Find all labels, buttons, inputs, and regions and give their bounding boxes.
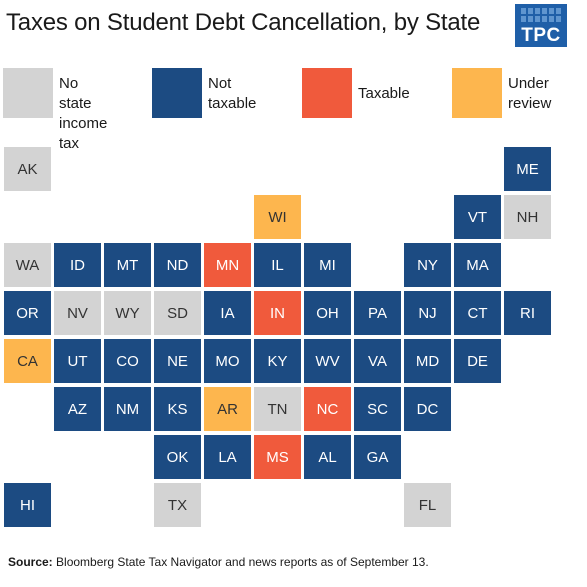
page-title: Taxes on Student Debt Cancellation, by S… (6, 9, 481, 36)
state-tile-tn: TN (254, 387, 301, 431)
state-tile-md: MD (404, 339, 451, 383)
state-tile-nh: NH (504, 195, 551, 239)
state-tile-de: DE (454, 339, 501, 383)
state-tile-pa: PA (354, 291, 401, 335)
legend-swatch (3, 68, 53, 118)
state-tile-mn: MN (204, 243, 251, 287)
legend-label: Not taxable (208, 75, 257, 112)
tpc-logo: TPC (515, 4, 567, 47)
state-tile-nj: NJ (404, 291, 451, 335)
legend-swatch (452, 68, 502, 118)
state-tile-me: ME (504, 147, 551, 191)
state-tile-wv: WV (304, 339, 351, 383)
state-tile-ok: OK (154, 435, 201, 479)
state-tile-va: VA (354, 339, 401, 383)
state-tile-nm: NM (104, 387, 151, 431)
source-text: Bloomberg State Tax Navigator and news r… (56, 555, 429, 569)
state-tile-ia: IA (204, 291, 251, 335)
source-note: Source: Bloomberg State Tax Navigator an… (8, 555, 429, 569)
state-tile-ky: KY (254, 339, 301, 383)
state-tile-ks: KS (154, 387, 201, 431)
state-tile-ma: MA (454, 243, 501, 287)
state-tile-la: LA (204, 435, 251, 479)
state-tile-ne: NE (154, 339, 201, 383)
state-tile-ct: CT (454, 291, 501, 335)
state-tile-sd: SD (154, 291, 201, 335)
state-tile-mt: MT (104, 243, 151, 287)
state-tile-sc: SC (354, 387, 401, 431)
state-tile-al: AL (304, 435, 351, 479)
state-tile-ak: AK (4, 147, 51, 191)
state-tile-vt: VT (454, 195, 501, 239)
state-tile-id: ID (54, 243, 101, 287)
state-tile-mi: MI (304, 243, 351, 287)
state-tile-ri: RI (504, 291, 551, 335)
state-tile-wa: WA (4, 243, 51, 287)
state-tile-co: CO (104, 339, 151, 383)
state-tile-ga: GA (354, 435, 401, 479)
state-tile-mo: MO (204, 339, 251, 383)
state-tile-ny: NY (404, 243, 451, 287)
state-tile-fl: FL (404, 483, 451, 527)
legend-label: No state income tax (59, 75, 108, 152)
state-tile-in: IN (254, 291, 301, 335)
legend-swatch (152, 68, 202, 118)
state-tile-oh: OH (304, 291, 351, 335)
state-tile-nd: ND (154, 243, 201, 287)
state-tile-or: OR (4, 291, 51, 335)
state-tile-ut: UT (54, 339, 101, 383)
state-tile-ca: CA (4, 339, 51, 383)
state-tile-tx: TX (154, 483, 201, 527)
legend-label: Under review (508, 75, 552, 112)
logo-grid-icon (521, 8, 561, 22)
legend-swatch (302, 68, 352, 118)
logo-text: TPC (521, 25, 561, 46)
state-tile-wi: WI (254, 195, 301, 239)
state-tile-wy: WY (104, 291, 151, 335)
state-tile-ms: MS (254, 435, 301, 479)
state-tile-nc: NC (304, 387, 351, 431)
state-tile-az: AZ (54, 387, 101, 431)
legend-label: Taxable (358, 85, 410, 102)
state-tile-hi: HI (4, 483, 51, 527)
state-tile-nv: NV (54, 291, 101, 335)
state-tile-dc: DC (404, 387, 451, 431)
state-tile-il: IL (254, 243, 301, 287)
source-label: Source: (8, 555, 53, 569)
state-tile-ar: AR (204, 387, 251, 431)
